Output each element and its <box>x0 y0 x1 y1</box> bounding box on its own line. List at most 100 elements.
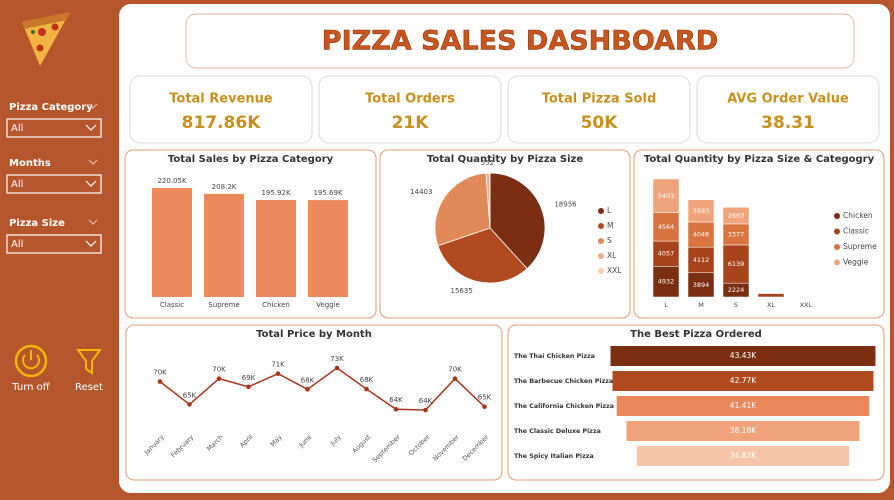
data-label: 4932 <box>658 278 675 286</box>
funnel-bar <box>612 371 874 391</box>
bar-segment <box>652 178 680 213</box>
y-tick-label: The Thai Chicken Pizza <box>514 353 595 360</box>
kpi-card <box>696 75 880 144</box>
x-tick-label: XXL <box>800 301 813 309</box>
y-tick-label: The Spicy Italian Pizza <box>514 453 594 460</box>
x-tick-label: Chicken <box>262 301 290 309</box>
funnel-bar <box>626 421 860 441</box>
data-label: 38.18K <box>730 426 757 435</box>
button-label: Reset <box>75 382 103 393</box>
data-label: 70K <box>153 369 167 377</box>
legend-label: XL <box>607 251 617 260</box>
line-point <box>334 365 340 371</box>
pizza-icon <box>22 12 70 66</box>
line-point <box>423 407 428 413</box>
data-label: 208.2K <box>212 183 237 191</box>
kpi-card <box>129 75 313 144</box>
filter-dropdown[interactable] <box>6 118 102 138</box>
kpi-label: AVG Order Value <box>727 92 849 107</box>
data-label: 70K <box>212 366 226 374</box>
funnel-bar <box>610 346 876 366</box>
chart-panel <box>125 324 503 481</box>
bar-segment <box>687 199 715 223</box>
reset-button[interactable]: Reset <box>75 349 103 393</box>
filter-dropdown[interactable] <box>6 234 102 254</box>
kpi-value: 38.31 <box>761 113 815 133</box>
legend-label: Classic <box>843 227 869 236</box>
line-point <box>364 386 369 392</box>
legend-swatch <box>598 253 604 259</box>
y-tick-label: The Classic Deluxe Pizza <box>514 428 601 435</box>
line-point <box>246 384 251 390</box>
data-label: 34.83K <box>730 451 757 460</box>
title-box <box>185 13 855 69</box>
legend-label: Veggie <box>843 258 869 267</box>
x-tick-label: XL <box>767 301 775 309</box>
data-label: 4564 <box>658 223 675 231</box>
kpi-value: 50K <box>581 113 619 133</box>
data-label: 5403 <box>658 192 675 200</box>
data-label: 64K <box>389 396 403 404</box>
bar <box>256 199 296 297</box>
kpi-value: 21K <box>392 113 430 133</box>
kpi-card <box>318 75 502 144</box>
turn-off-button[interactable]: Turn off <box>11 344 51 393</box>
x-tick-label: Veggie <box>316 301 340 309</box>
line-point <box>187 402 192 407</box>
kpi-label: Total Revenue <box>169 92 273 107</box>
filter-label: Months <box>9 158 51 169</box>
x-tick-label: Supreme <box>208 301 239 309</box>
line-point <box>216 376 222 381</box>
data-label: 4046 <box>693 231 710 239</box>
line-point <box>275 371 281 376</box>
legend-label: XXL <box>607 266 622 275</box>
legend-swatch <box>598 208 604 214</box>
dropdown-arrow <box>85 240 97 247</box>
filter-value: All <box>11 239 23 250</box>
legend-label: L <box>607 206 612 215</box>
dropdown-arrow <box>85 124 97 131</box>
x-tick-label: S <box>734 301 738 309</box>
pie-slice <box>489 172 546 270</box>
x-tick-label: Classic <box>160 301 184 309</box>
pie-slice <box>434 172 491 247</box>
data-label: 64K <box>419 397 433 405</box>
chart-title: The Best Pizza Ordered <box>630 329 762 340</box>
filter-dropdown[interactable] <box>6 174 102 194</box>
kpi-value: 817.86K <box>182 113 262 133</box>
data-label: 73K <box>330 355 344 363</box>
button-label: Turn off <box>11 382 50 393</box>
data-label: 15635 <box>451 287 473 295</box>
data-label: 2663 <box>728 212 745 220</box>
data-label: 4112 <box>693 256 710 264</box>
legend-swatch <box>598 223 604 229</box>
filter-label: Pizza Category <box>9 102 93 113</box>
bar-segment <box>722 207 750 225</box>
line-point <box>482 404 487 409</box>
line-point <box>157 379 163 384</box>
data-label: 18956 <box>554 201 577 209</box>
line-point <box>452 376 458 381</box>
data-label: 3377 <box>728 230 745 238</box>
collapse-chevron <box>88 103 98 109</box>
data-label: 3894 <box>693 281 710 289</box>
collapse-chevron <box>88 159 98 165</box>
data-label: 552 <box>481 159 494 167</box>
legend-label: M <box>607 221 613 230</box>
kpi-card <box>507 75 691 144</box>
data-label: 6139 <box>728 260 745 268</box>
x-tick-label: L <box>664 301 668 309</box>
line-point <box>305 387 310 392</box>
line-point <box>393 406 399 412</box>
chart-title: Total Quantity by Pizza Size <box>427 154 584 165</box>
bar-segment <box>652 266 680 298</box>
data-label: 41.41K <box>730 401 757 410</box>
data-label: 68K <box>301 376 315 384</box>
bar <box>308 200 348 297</box>
data-label: 3583 <box>693 207 710 215</box>
data-label: 43.43K <box>730 351 757 360</box>
data-label: 195.69K <box>313 189 342 197</box>
chart-title: Total Sales by Pizza Category <box>168 154 334 165</box>
